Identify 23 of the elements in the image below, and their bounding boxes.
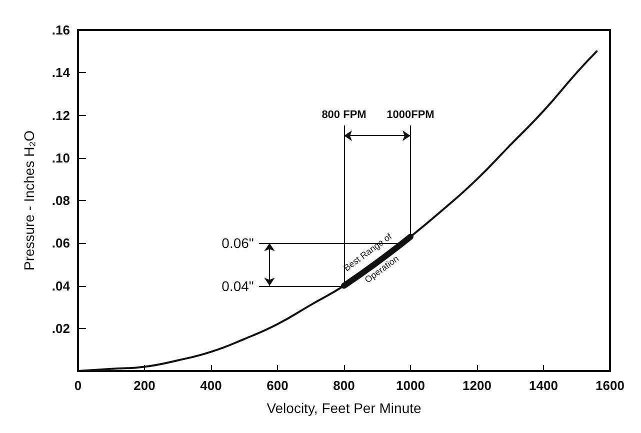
x-tick-label: 1000 [396,378,425,393]
x-tick-label: 400 [200,378,222,393]
x-tick-label: 1400 [529,378,558,393]
y-tick-label: .16 [52,22,70,38]
ref-line-label: 0.04" [222,278,254,294]
ref-line-label: 1000FPM [386,108,434,121]
x-tick-label: 800 [333,378,355,393]
y-tick-label: .12 [52,108,70,123]
x-tick-label: 200 [134,378,156,393]
x-tick-label: 600 [266,378,288,393]
x-tick-label: 1600 [596,378,624,393]
y-tick-label: .04 [52,278,71,294]
y-axis-title: Pressure - Inches H₂O [21,130,37,271]
ref-line-label: 800 FPM [322,108,366,121]
y-tick-label: .06 [52,236,70,251]
x-tick-label: 0 [74,378,82,393]
x-tick-label: 1200 [462,378,492,393]
x-axis-title: Velocity, Feet Per Minute [266,400,422,416]
y-tick-label: .08 [52,193,70,208]
y-tick-label: .14 [52,65,71,80]
ref-line-label: 0.06" [222,235,254,252]
y-tick-label: .10 [52,150,70,166]
y-tick-label: .02 [52,320,70,336]
